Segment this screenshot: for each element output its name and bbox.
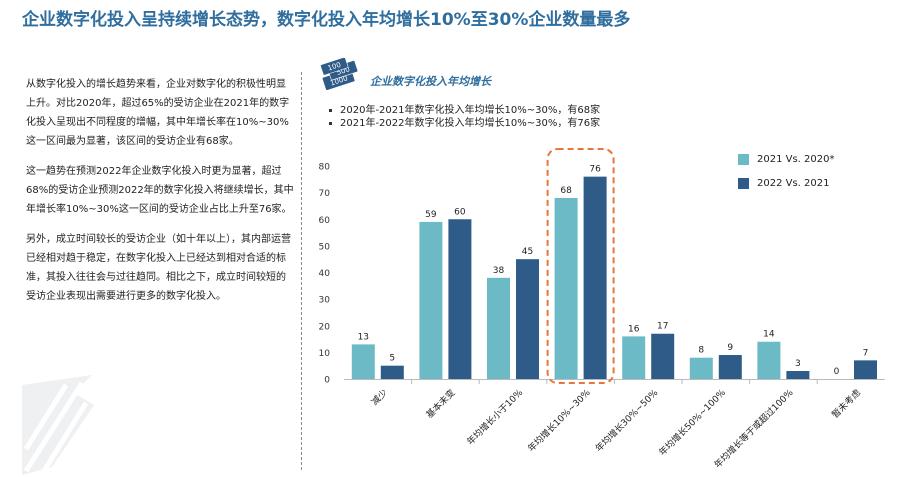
banknotes-icon: 1000 500 100 <box>320 58 359 90</box>
data-label: 14 <box>763 330 775 340</box>
legend-swatch-series-2 <box>738 177 749 189</box>
bar-2 <box>854 360 877 379</box>
data-label: 17 <box>657 322 668 332</box>
bar-1 <box>351 344 375 379</box>
bar-2 <box>380 365 404 379</box>
bar-2 <box>786 371 810 379</box>
x-tick-label: 年均增长小于10% <box>464 386 525 447</box>
data-label: 5 <box>389 354 395 364</box>
note-label-100: 100 <box>327 61 342 73</box>
bar-1 <box>689 357 713 379</box>
legend-label-series-1: 2021 Vs. 2020* <box>757 153 835 165</box>
bar-1 <box>622 336 646 379</box>
data-label: 13 <box>358 332 369 342</box>
highlight-box <box>546 148 615 384</box>
y-tick-label: 50 <box>319 242 331 252</box>
x-tick-label: 年均增长10%~30% <box>525 386 593 454</box>
body-text: 从数字化投入的增长趋势来看，企业对数字化的积极性明显上升。对比2020年，超过6… <box>26 75 294 317</box>
data-label: 0 <box>834 367 840 377</box>
data-label: 45 <box>522 247 533 257</box>
chart-note-1: 2020年-2021年数字化投入年均增长10%~30%，有68家 <box>326 104 600 117</box>
data-label: 38 <box>493 266 505 276</box>
x-tick-label: 年均增长30%~50% <box>593 386 661 454</box>
data-label: 16 <box>628 324 640 334</box>
y-tick-label: 20 <box>319 322 331 332</box>
data-label: 3 <box>795 359 801 369</box>
bar-2 <box>516 259 539 379</box>
x-tick-label: 减少 <box>369 387 390 408</box>
y-tick-label: 40 <box>319 269 331 279</box>
y-tick-label: 60 <box>319 216 331 226</box>
x-tick-label: 基本未变 <box>424 387 458 421</box>
bar-2 <box>718 355 742 379</box>
y-tick-label: 70 <box>319 189 331 199</box>
chart-note-2: 2021年-2022年数字化投入年均增长10%~30%，有76家 <box>326 117 600 130</box>
bar-1 <box>757 341 781 379</box>
bar-2 <box>651 333 675 379</box>
data-label: 60 <box>454 207 466 217</box>
note-label-500: 500 <box>336 65 351 77</box>
legend-item-series-1: 2021 Vs. 2020* <box>738 150 835 168</box>
data-label: 9 <box>727 343 733 353</box>
vertical-divider <box>301 72 302 470</box>
x-tick-label: 年均增长50%~100% <box>656 386 728 458</box>
bar-2 <box>448 219 472 379</box>
bar-2 <box>583 176 607 379</box>
bar-1 <box>487 277 510 379</box>
x-tick-label: 暂未考虑 <box>829 387 863 421</box>
bar-1 <box>554 197 578 379</box>
y-tick-label: 30 <box>319 296 331 306</box>
chart-title: 企业数字化投入年均增长 <box>370 75 491 88</box>
data-label: 59 <box>425 210 437 220</box>
data-label: 7 <box>863 348 869 358</box>
y-tick-label: 10 <box>319 349 331 359</box>
legend-label-series-2: 2022 Vs. 2021 <box>757 177 830 189</box>
paragraph-1: 从数字化投入的增长趋势来看，企业对数字化的积极性明显上升。对比2020年，超过6… <box>26 79 290 147</box>
chart-notes: 2020年-2021年数字化投入年均增长10%~30%，有68家 2021年-2… <box>326 104 600 130</box>
data-label: 68 <box>560 186 572 196</box>
data-label: 76 <box>589 165 601 175</box>
chart-legend: 2021 Vs. 2020* 2022 Vs. 2021 <box>738 150 835 198</box>
x-tick-label: 年均增长等于或超过100% <box>712 386 796 470</box>
y-tick-label: 0 <box>324 376 330 386</box>
data-label: 8 <box>698 346 704 356</box>
y-tick-label: 80 <box>319 163 331 173</box>
legend-swatch-series-1 <box>738 153 749 165</box>
paragraph-2: 这一趋势在预测2022年企业数字化投入时更为显著，超过68%的受访企业预测202… <box>26 166 294 215</box>
bar-1 <box>419 221 443 379</box>
page-title: 企业数字化投入呈持续增长态势，数字化投入年均增长10%至30%企业数量最多 <box>22 10 631 30</box>
arrow-decoration-icon <box>22 375 94 475</box>
legend-item-series-2: 2022 Vs. 2021 <box>738 174 835 192</box>
paragraph-3: 另外，成立时间较长的受访企业（如十年以上），其内部运营已经相对趋于稳定，在数字化… <box>26 234 291 302</box>
